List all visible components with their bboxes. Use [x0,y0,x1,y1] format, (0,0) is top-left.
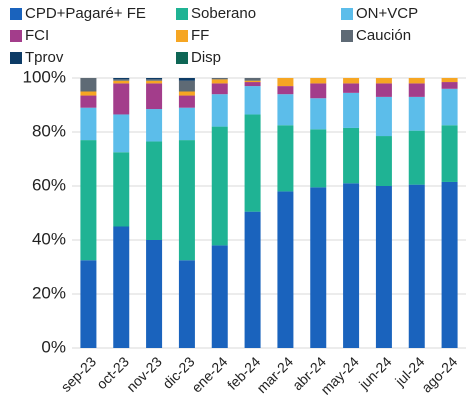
bar-segment [178,80,195,92]
bar-segment [146,141,163,240]
bar-segment [441,181,458,348]
bar-segment [178,107,195,141]
bar-segment [277,86,294,95]
bar-segment [343,83,360,93]
bar-segment [441,125,458,182]
bar-segment [244,82,261,87]
bar-segment [113,78,130,80]
y-tick-label: 20% [32,283,66,302]
y-tick-label: 100% [23,67,66,86]
bar-segment [80,78,97,92]
x-tick-label: ago-24 [418,353,460,395]
bar-segment [178,95,195,108]
bar-segment [343,127,360,184]
legend-label: Caución [356,27,411,44]
bar-segment [113,226,130,348]
bar-segment [113,83,130,115]
bar-segment [441,82,458,89]
bar-segment [244,211,261,348]
bar-segment [277,191,294,348]
bar-segment [310,83,327,99]
legend-swatch [176,30,188,42]
legend-label: Disp [191,49,221,66]
bar-segment [408,78,425,84]
bar-segment [80,107,97,141]
legend-swatch [176,52,188,64]
bar-segment [146,80,163,84]
bar-segment [80,140,97,261]
bar-segment [441,88,458,126]
bar-segment [408,184,425,348]
x-tick-label: nov-23 [123,353,165,395]
bar-segment [343,78,360,84]
bar-segment [146,79,163,81]
legend-label: FCI [25,27,49,44]
y-tick-label: 0% [41,337,66,356]
bar-segment [375,78,392,84]
bar-segment [310,78,327,84]
bar-segment [146,240,163,348]
bar-segment [178,140,195,261]
y-tick-label: 80% [32,121,66,140]
legend-swatch [10,30,22,42]
bar-segment [113,79,130,81]
bar-segment [178,260,195,348]
legend-label: ON+VCP [356,5,418,22]
bar-segment [80,260,97,348]
y-tick-label: 40% [32,229,66,248]
legend-label: FF [191,27,209,44]
bar-segment [244,80,261,83]
bar-segment [244,78,261,81]
legend-swatch [341,30,353,42]
bar-segment [146,83,163,110]
legend-label: Soberano [191,5,256,22]
x-tick-label: jun-24 [355,353,395,393]
bar-segment [343,92,360,128]
x-tick-label: mar-24 [253,353,296,396]
bar-segment [277,78,294,87]
bar-segment [211,126,228,246]
bar-segment [211,79,228,84]
bar-segment [146,78,163,80]
legend-label: CPD+Pagaré+ FE [25,5,146,22]
legend-label: Tprov [25,49,64,66]
legend-swatch [341,8,353,20]
legend-swatch [10,52,22,64]
bar-segment [146,109,163,142]
bar-segment [441,78,458,83]
bar-segment [310,98,327,130]
bar-segment [408,96,425,131]
bar-segment [408,83,425,97]
bar-segment [343,183,360,348]
bar-segment [375,96,392,137]
bar-segment [113,80,130,84]
bar-segment [178,78,195,81]
bar-segment [211,83,228,95]
legend-swatch [176,8,188,20]
bar-segment [277,94,294,126]
bar-segment [80,95,97,108]
legend-swatch [10,8,22,20]
bar-segment [211,94,228,127]
bar-segment [310,129,327,188]
bar-segment [375,136,392,186]
bar-segment [244,86,261,115]
x-tick-label: sep-23 [58,353,100,395]
bar-segment [113,152,130,227]
bar-segment [277,125,294,192]
bar-segment [113,114,130,153]
bar-segment [375,83,392,97]
bar-segment [408,130,425,185]
x-tick-label: ene-24 [188,353,230,395]
bar-segment [80,91,97,96]
y-tick-label: 60% [32,175,66,194]
bar-segment [211,78,228,80]
bar-segment [310,187,327,348]
bar-segment [211,245,228,348]
bar-segment [244,114,261,212]
bar-segment [178,91,195,96]
bar-segment [375,186,392,348]
